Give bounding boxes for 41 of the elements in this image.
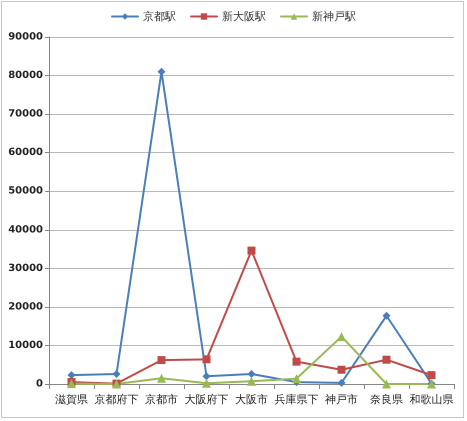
x-tick-label: 京都府下 [94, 393, 138, 406]
point [292, 374, 301, 384]
y-tick-label: 50000 [8, 186, 44, 197]
legend-label: 新大阪駅 [222, 10, 266, 23]
point [202, 355, 210, 364]
point [248, 370, 256, 378]
legend-label: 新神戸駅 [312, 10, 356, 23]
point [382, 356, 390, 364]
point [337, 332, 346, 342]
y-tick-label: 70000 [8, 108, 44, 120]
point [247, 376, 256, 386]
point [382, 312, 390, 320]
y-tick-label: 10000 [8, 340, 44, 351]
point [112, 370, 120, 378]
x-tick-label: 京都市 [145, 393, 178, 406]
x-tick-label: 大阪府下 [184, 393, 228, 406]
point [158, 356, 166, 364]
x-tick-label: 大阪市 [235, 393, 268, 406]
point [382, 380, 391, 388]
y-tick-label: 0 [36, 378, 44, 390]
point [202, 372, 210, 380]
y-tick-label: 20000 [8, 301, 44, 312]
x-tick-label: 神戸市 [325, 393, 358, 406]
point [248, 246, 256, 255]
y-tick-label: 60000 [8, 147, 44, 158]
point [428, 371, 436, 380]
y-tick-label: 80000 [8, 70, 44, 82]
point [68, 371, 76, 380]
point [338, 366, 346, 374]
x-tick-label: 兵庫県下 [274, 393, 318, 406]
point [157, 374, 166, 383]
legend-label: 京都駅 [143, 10, 176, 23]
point [292, 358, 300, 366]
x-tick-label: 奈良県 [370, 393, 403, 406]
x-tick-label: 滋賀県 [55, 393, 88, 406]
y-tick-label: 30000 [8, 262, 44, 274]
x-tick-label: 和歌山県 [410, 393, 454, 406]
y-tick-label: 40000 [8, 224, 44, 236]
point [202, 378, 211, 388]
point [338, 378, 346, 387]
y-tick-label: 90000 [8, 32, 44, 42]
